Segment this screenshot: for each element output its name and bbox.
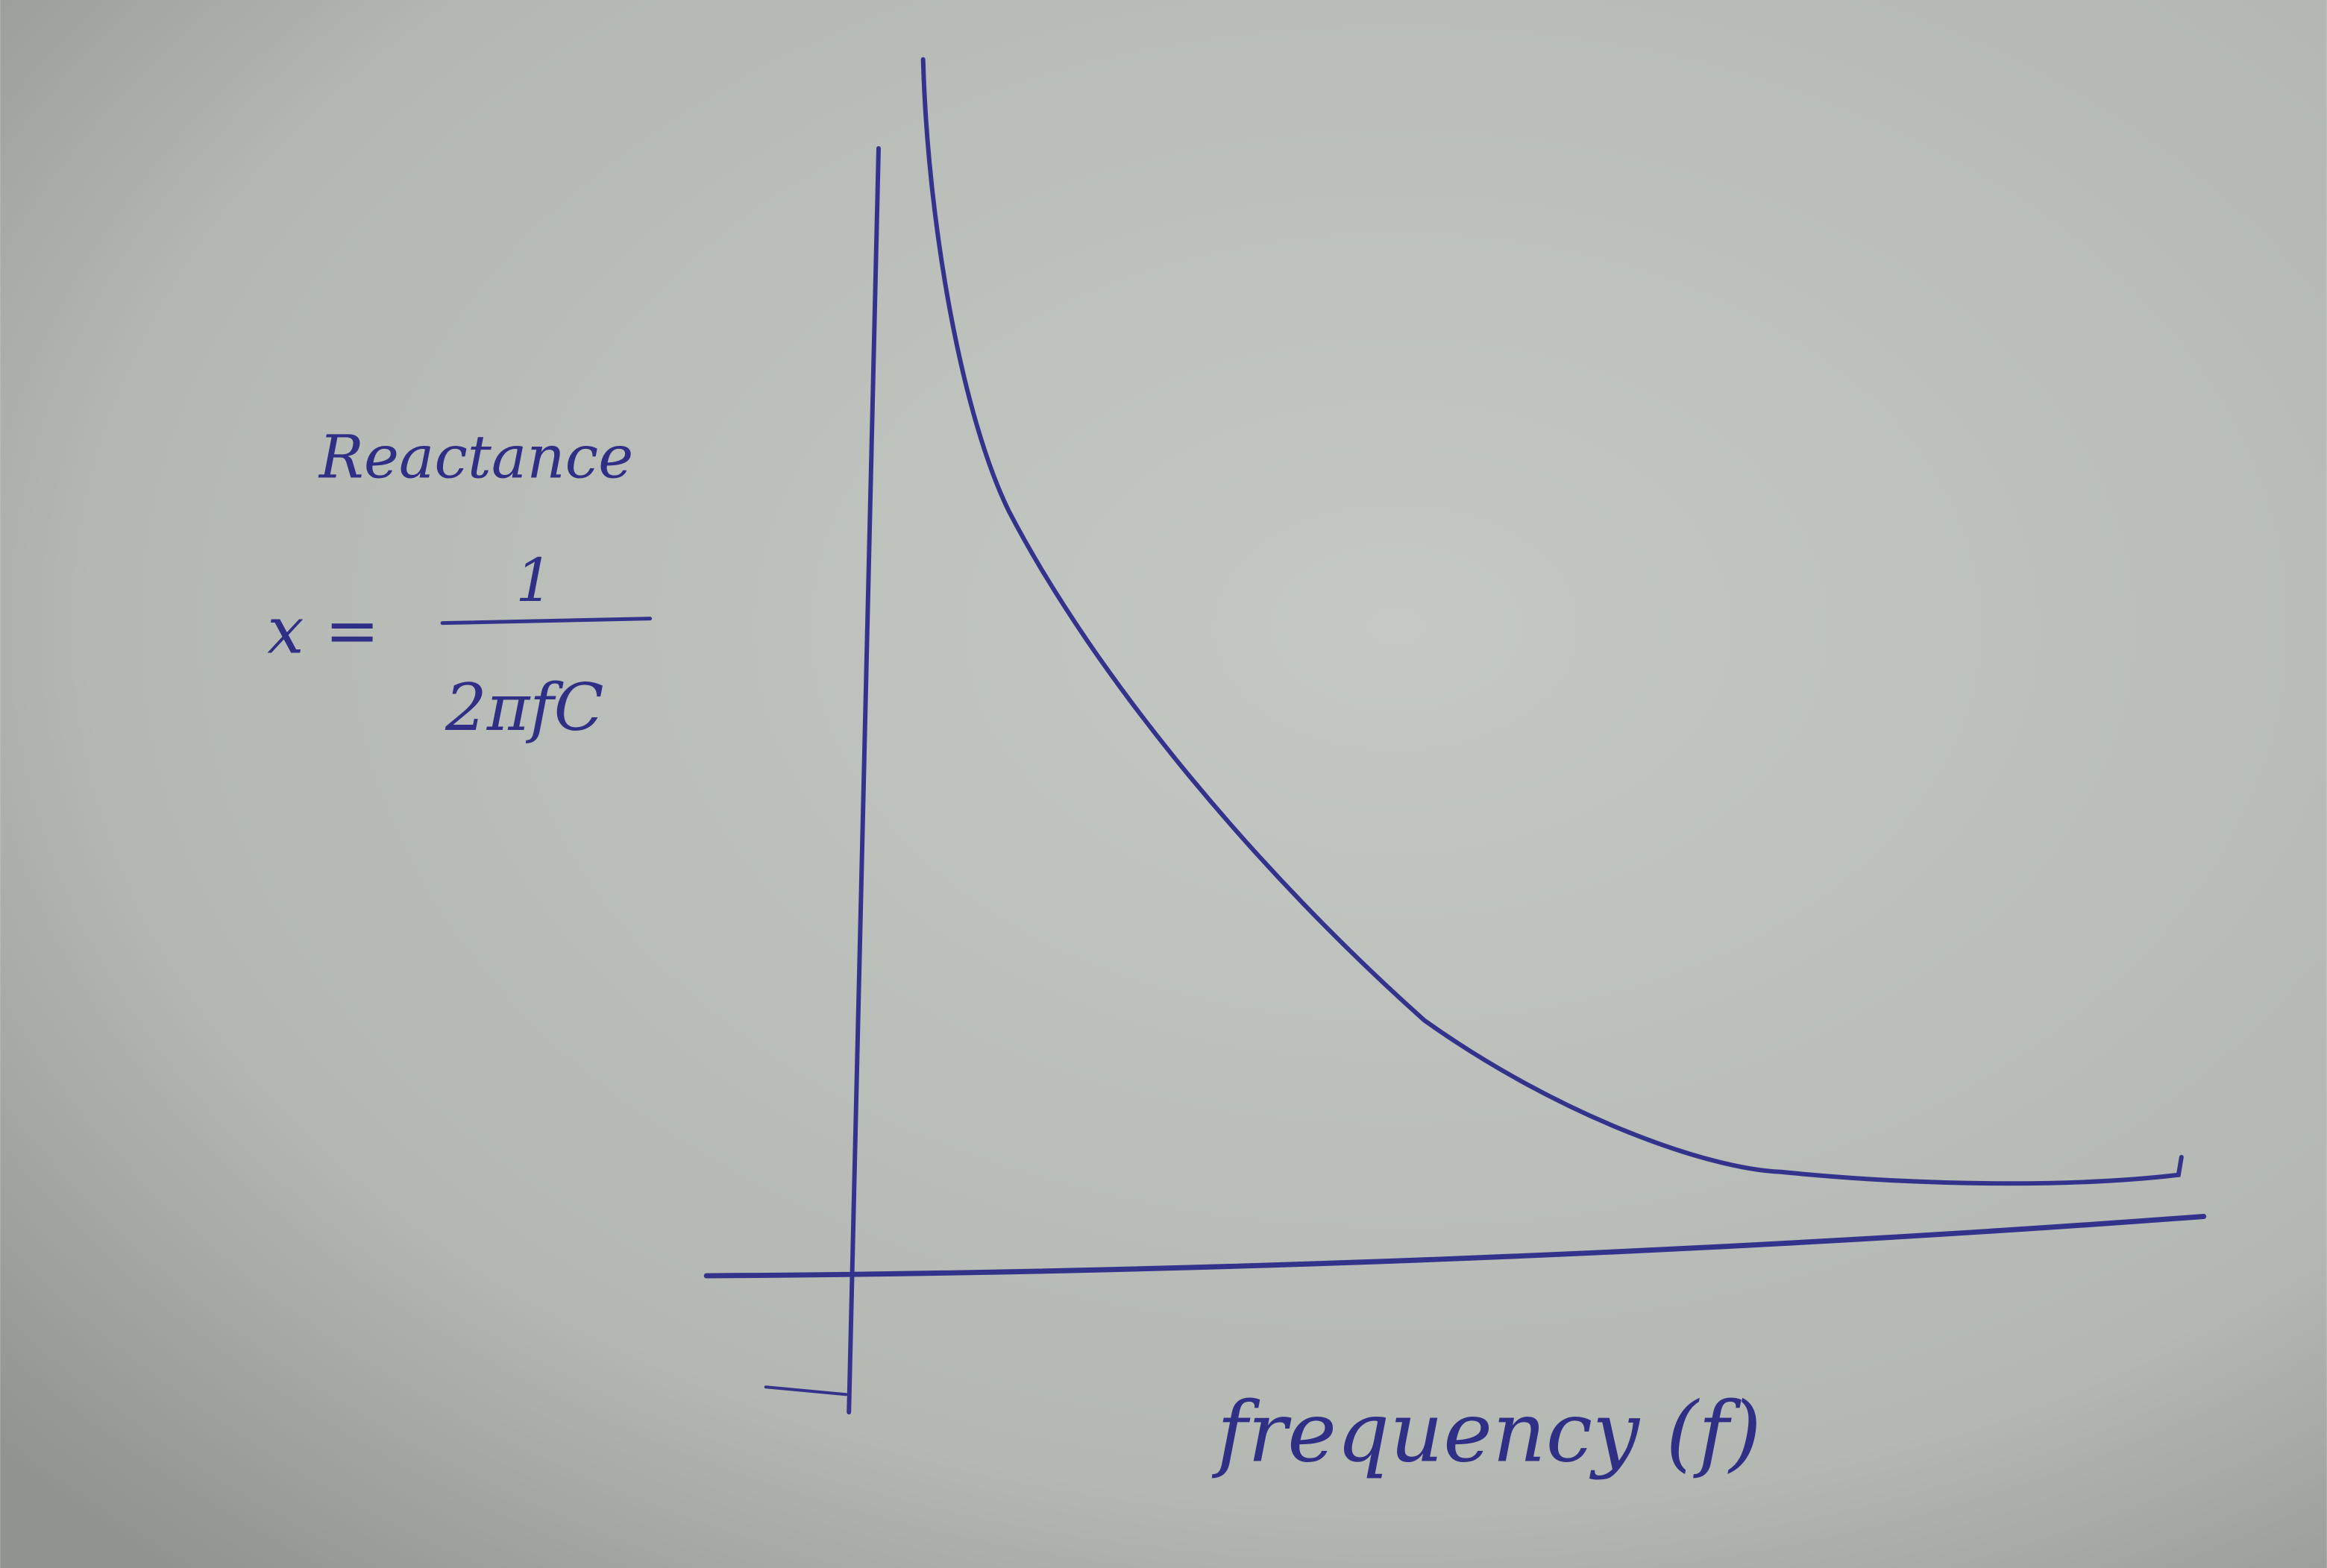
formula-denominator: 2πfC bbox=[445, 670, 604, 746]
formula-numerator: 1 bbox=[515, 546, 553, 615]
x-axis-label: frequency (f) bbox=[1212, 1385, 1762, 1482]
axis-tick bbox=[764, 1385, 848, 1397]
fraction-bar bbox=[440, 617, 653, 626]
x-axis bbox=[703, 1213, 2207, 1279]
reactance-curve bbox=[920, 57, 2184, 1186]
y-axis bbox=[847, 145, 881, 1415]
y-axis-label: Reactance bbox=[318, 423, 633, 492]
formula-lhs: x = bbox=[267, 592, 380, 668]
